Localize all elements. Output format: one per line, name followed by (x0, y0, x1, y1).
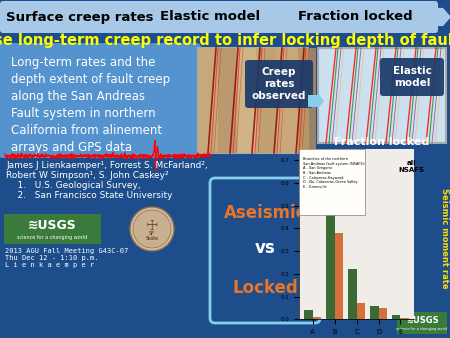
Text: 2.   San Francisco State University: 2. San Francisco State University (6, 191, 172, 200)
Bar (370, 306, 378, 319)
FancyBboxPatch shape (380, 58, 444, 96)
FancyBboxPatch shape (278, 48, 296, 153)
Text: ≋USGS: ≋USGS (406, 315, 438, 324)
FancyBboxPatch shape (258, 48, 276, 153)
FancyArrow shape (308, 93, 324, 109)
Bar (305, 310, 313, 319)
FancyBboxPatch shape (245, 60, 313, 108)
Text: Seismic moment rate: Seismic moment rate (441, 188, 450, 288)
Text: ☩: ☩ (146, 219, 158, 233)
Bar (356, 304, 365, 319)
Bar (313, 317, 321, 319)
Text: Long-term rates and the
depth extent of fault creep
along the San Andreas
Fault : Long-term rates and the depth extent of … (11, 56, 170, 154)
Text: vs: vs (255, 239, 275, 257)
FancyArrow shape (435, 8, 450, 26)
FancyBboxPatch shape (4, 214, 101, 244)
FancyBboxPatch shape (298, 48, 316, 153)
Text: Surface creep rates: Surface creep rates (6, 10, 154, 24)
Bar (400, 318, 409, 319)
Text: 2013 AGU Fall Meeting G43C-07
Thu Dec 12 - 1:10 p.m.
L i e n k a e m p e r: 2013 AGU Fall Meeting G43C-07 Thu Dec 12… (5, 248, 128, 268)
Text: Use long-term creep record to infer locking depth of faults: Use long-term creep record to infer lock… (0, 32, 450, 48)
Bar (348, 269, 356, 319)
Circle shape (130, 207, 174, 251)
FancyBboxPatch shape (198, 48, 216, 153)
Text: 1.   U.S. Geological Survey,: 1. U.S. Geological Survey, (6, 181, 140, 190)
Text: Aseismic: Aseismic (224, 204, 306, 222)
Text: Creep
rates
observed: Creep rates observed (252, 67, 306, 101)
FancyBboxPatch shape (299, 149, 364, 215)
FancyBboxPatch shape (0, 1, 438, 33)
FancyBboxPatch shape (218, 48, 236, 153)
Text: Locked: Locked (232, 279, 298, 297)
Text: Robert W Simpson¹, S. John Caskey²: Robert W Simpson¹, S. John Caskey² (6, 171, 169, 180)
Text: Fraction locked: Fraction locked (298, 10, 412, 24)
Bar (335, 233, 343, 319)
Text: science for a changing world: science for a changing world (17, 235, 88, 240)
Text: Elastic
model: Elastic model (392, 66, 432, 88)
Text: James J Lienkaemper¹, Forrest S. McFarland²,: James J Lienkaemper¹, Forrest S. McFarla… (6, 161, 208, 170)
Text: SF
State: SF State (145, 231, 158, 241)
Bar (378, 308, 387, 319)
FancyBboxPatch shape (397, 312, 447, 334)
FancyBboxPatch shape (210, 178, 320, 323)
Text: ≋USGS: ≋USGS (28, 219, 77, 232)
Circle shape (133, 210, 171, 248)
FancyBboxPatch shape (0, 43, 201, 158)
Text: Elastic model: Elastic model (160, 10, 260, 24)
Text: all
NSAFS: all NSAFS (398, 160, 424, 173)
FancyBboxPatch shape (318, 48, 446, 143)
Bar (392, 315, 400, 319)
Text: Branches of the northern
San Andreas fault system (NSAFS):
A - San Gregorio
B - : Branches of the northern San Andreas fau… (303, 157, 365, 189)
Bar (326, 183, 335, 319)
Text: science for a changing world: science for a changing world (396, 327, 448, 331)
FancyBboxPatch shape (198, 48, 308, 153)
Text: Fraction locked: Fraction locked (334, 137, 430, 147)
FancyBboxPatch shape (238, 48, 256, 153)
